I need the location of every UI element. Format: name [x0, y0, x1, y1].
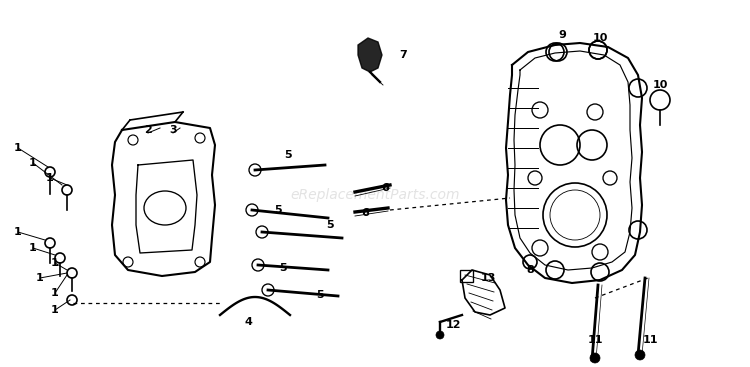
Text: 1: 1	[29, 158, 37, 168]
Text: 1: 1	[36, 273, 44, 283]
Text: 5: 5	[316, 290, 324, 300]
Text: 12: 12	[446, 320, 460, 330]
Circle shape	[249, 164, 261, 176]
Text: 8: 8	[526, 265, 534, 275]
Text: 11: 11	[587, 335, 603, 345]
Circle shape	[252, 259, 264, 271]
Text: 5: 5	[284, 150, 292, 160]
Circle shape	[67, 295, 77, 305]
Text: 1: 1	[14, 143, 22, 153]
Circle shape	[45, 167, 55, 177]
Text: 1: 1	[51, 305, 58, 315]
Circle shape	[590, 353, 600, 363]
Text: 4: 4	[244, 317, 252, 327]
Text: 13: 13	[480, 273, 496, 283]
Circle shape	[246, 204, 258, 216]
Text: 10: 10	[652, 80, 668, 90]
Text: eReplacementParts.com: eReplacementParts.com	[290, 188, 460, 202]
Text: 1: 1	[51, 288, 58, 298]
Text: 9: 9	[558, 30, 566, 40]
Text: 6: 6	[381, 183, 389, 193]
Text: 2: 2	[144, 125, 152, 135]
Circle shape	[436, 331, 444, 339]
Circle shape	[45, 238, 55, 248]
Circle shape	[650, 90, 670, 110]
Text: 1: 1	[46, 173, 54, 183]
Circle shape	[62, 185, 72, 195]
Circle shape	[635, 350, 645, 360]
Polygon shape	[358, 38, 382, 72]
Circle shape	[256, 226, 268, 238]
Text: 5: 5	[274, 205, 282, 215]
Bar	[460, 270, 473, 282]
Text: 7: 7	[399, 50, 406, 60]
Text: 5: 5	[326, 220, 334, 230]
Text: 1: 1	[51, 258, 58, 268]
Text: 5: 5	[279, 263, 286, 273]
Text: 10: 10	[592, 33, 608, 43]
Text: 1: 1	[29, 243, 37, 253]
Text: 3: 3	[170, 125, 177, 135]
Text: 1: 1	[14, 227, 22, 237]
Text: 11: 11	[642, 335, 658, 345]
Circle shape	[262, 284, 274, 296]
Circle shape	[67, 268, 77, 278]
Circle shape	[55, 253, 65, 263]
Text: 6: 6	[361, 208, 369, 218]
